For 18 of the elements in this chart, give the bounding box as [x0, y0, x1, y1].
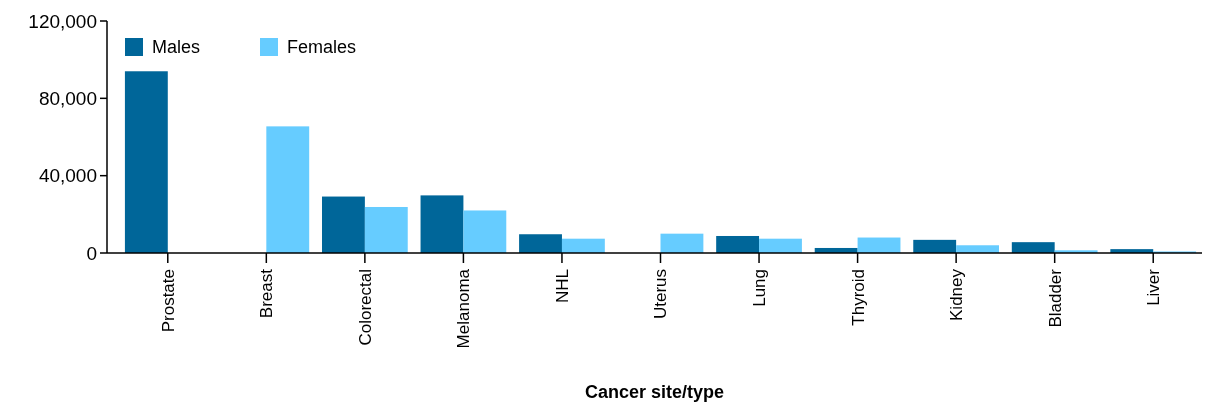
y-tick-label: 120,000 — [28, 10, 97, 32]
x-tick-label: Lung — [749, 269, 769, 307]
x-tick-label: Liver — [1144, 268, 1164, 306]
legend-label: Males — [152, 37, 201, 58]
x-tick-label: NHL — [552, 269, 572, 304]
x-axis-title: Cancer site/type — [584, 382, 725, 402]
x-tick-label: Uterus — [651, 269, 671, 320]
x-tick-label: Breast — [257, 268, 277, 319]
x-tick-label: Melanoma — [454, 268, 474, 349]
x-tick-label: Bladder — [1045, 268, 1065, 328]
x-tick-label: Kidney — [947, 268, 967, 321]
x-tick-label: Colorectal — [355, 269, 375, 346]
y-tick-label: 80,000 — [38, 87, 97, 109]
x-tick-label: Thyroid — [848, 269, 868, 326]
legend-label: Females — [287, 37, 357, 58]
x-tick-label: Prostate — [158, 269, 178, 333]
y-tick-label: 0 — [86, 242, 97, 264]
y-tick-label: 40,000 — [38, 165, 97, 187]
